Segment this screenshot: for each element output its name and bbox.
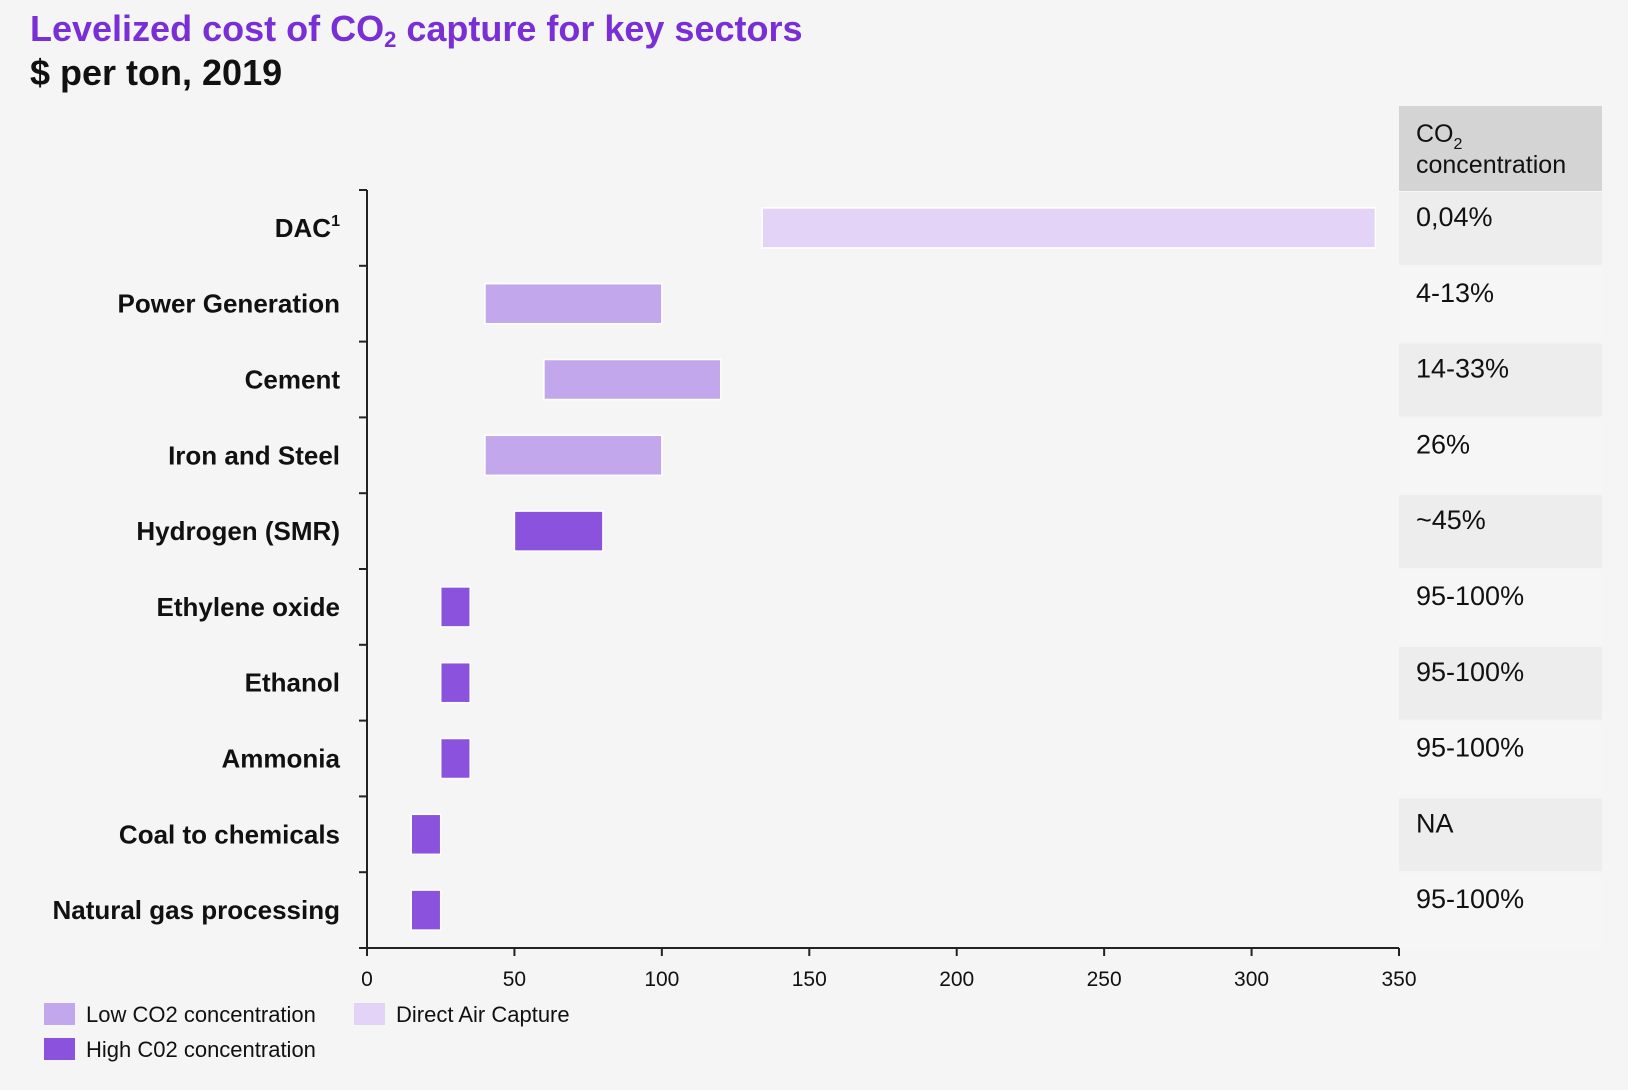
bar-iron-and-steel bbox=[484, 434, 663, 477]
concentration-value: 26% bbox=[1416, 429, 1470, 459]
concentration-cell bbox=[1399, 646, 1602, 720]
concentration-cell bbox=[1399, 343, 1602, 417]
concentration-table: CO2 concentration 0,04% 4-13% 14-33% 26% ~45… bbox=[1399, 106, 1602, 947]
x-tick-label: 150 bbox=[792, 968, 827, 991]
bar-natural-gas-processing bbox=[410, 889, 442, 931]
concentration-cell bbox=[1399, 571, 1602, 644]
legend-swatch-high bbox=[44, 1038, 75, 1060]
legend-swatch-dac bbox=[354, 1003, 385, 1025]
category-label: Ethylene oxide bbox=[157, 592, 341, 622]
bar-power-generation bbox=[484, 282, 663, 325]
category-label: Ammonia bbox=[222, 744, 341, 774]
category-label: Coal to chemicals bbox=[119, 819, 340, 849]
concentration-cell bbox=[1399, 874, 1602, 947]
bar-ethanol bbox=[439, 661, 471, 704]
category-label: Iron and Steel bbox=[168, 440, 340, 470]
x-tick-label: 350 bbox=[1381, 968, 1416, 991]
concentration-value: 95-100% bbox=[1416, 733, 1524, 763]
x-tick-label: 200 bbox=[939, 968, 974, 991]
category-label: Ethanol bbox=[245, 668, 340, 698]
concentration-cell bbox=[1399, 419, 1602, 493]
bar-ammonia bbox=[439, 737, 471, 780]
legend-label-low: Low CO2 concentration bbox=[86, 1002, 316, 1027]
category-label: Hydrogen (SMR) bbox=[136, 516, 340, 546]
legend-swatch-low bbox=[44, 1003, 75, 1025]
x-tick-label: 0 bbox=[361, 968, 373, 991]
x-tick-label: 50 bbox=[503, 968, 526, 991]
concentration-value: 95-100% bbox=[1416, 884, 1524, 914]
axes: 0 50 100 150 200 250 300 350 bbox=[359, 189, 1417, 991]
bar-coal-to-chemicals bbox=[410, 813, 442, 856]
concentration-header-line1: CO2 bbox=[1416, 120, 1463, 153]
concentration-value: 0,04% bbox=[1416, 202, 1493, 232]
concentration-cell bbox=[1399, 798, 1602, 872]
concentration-value: 14-33% bbox=[1416, 354, 1509, 384]
x-tick-label: 300 bbox=[1234, 968, 1269, 991]
legend-label-dac: Direct Air Capture bbox=[396, 1002, 570, 1027]
bars bbox=[410, 207, 1377, 931]
concentration-value: 95-100% bbox=[1416, 581, 1524, 611]
bar-dac bbox=[761, 207, 1377, 249]
chart-subtitle: $ per ton, 2019 bbox=[30, 52, 283, 93]
concentration-cell bbox=[1399, 267, 1602, 341]
category-label: Power Generation bbox=[118, 289, 341, 319]
concentration-value: ~45% bbox=[1416, 505, 1486, 535]
concentration-cell bbox=[1399, 722, 1602, 796]
chart-title: Levelized cost of CO2 capture for key se… bbox=[30, 8, 803, 52]
legend: Low CO2 concentration Direct Air Capture H… bbox=[44, 1002, 570, 1062]
concentration-cell bbox=[1399, 192, 1602, 265]
category-label: Cement bbox=[245, 365, 341, 395]
x-tick-label: 100 bbox=[644, 968, 679, 991]
concentration-value: 95-100% bbox=[1416, 657, 1524, 687]
category-label: Natural gas processing bbox=[52, 895, 340, 925]
bar-ethylene-oxide bbox=[439, 586, 471, 628]
x-tick-label: 250 bbox=[1087, 968, 1122, 991]
bar-cement bbox=[543, 358, 722, 401]
concentration-value: 4-13% bbox=[1416, 278, 1494, 308]
concentration-cell bbox=[1399, 495, 1602, 568]
concentration-header-line2: concentration bbox=[1416, 151, 1566, 179]
bar-hydrogen-smr bbox=[513, 510, 604, 552]
category-label: DAC1 bbox=[275, 213, 340, 243]
legend-label-high: High C02 concentration bbox=[86, 1037, 316, 1062]
concentration-value: NA bbox=[1416, 808, 1454, 838]
category-labels: DAC1 Power Generation Cement Iron and Steel… bbox=[52, 213, 340, 925]
concentration-header-cell bbox=[1399, 106, 1602, 191]
